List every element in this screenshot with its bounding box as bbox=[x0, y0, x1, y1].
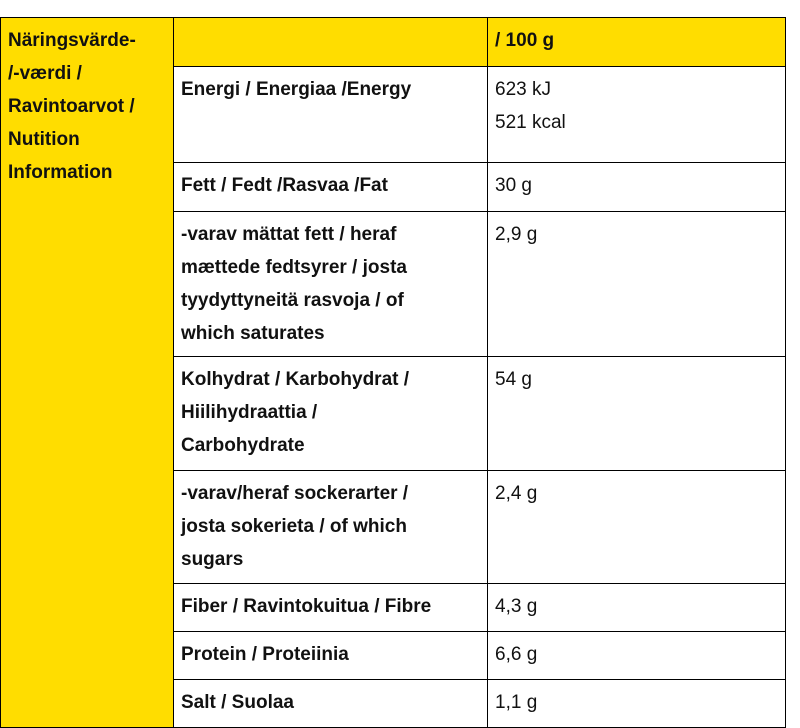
header-unit-cell: / 100 g bbox=[487, 17, 786, 67]
nutrient-name-line: Hiilihydraattia / bbox=[181, 402, 318, 423]
header-blank-cell bbox=[173, 17, 488, 67]
table-row: Protein / Proteiinia 6,6 g bbox=[1, 631, 786, 680]
nutrient-name-line: Kolhydrat / Karbohydrat / bbox=[181, 369, 410, 390]
table-row: -varav/heraf sockerarter / josta sokerie… bbox=[1, 470, 786, 584]
nutrient-name-line: Carbohydrate bbox=[181, 435, 305, 456]
table-row: Fiber / Ravintokuitua / Fibre 4,3 g bbox=[1, 583, 786, 632]
per-100g-label: / 100 g bbox=[495, 30, 555, 51]
nutrient-name-line: -varav mättat fett / heraf bbox=[181, 224, 397, 245]
nutrient-value-cell: 1,1 g bbox=[487, 679, 786, 728]
nutrient-name-line: tyydyttyneitä rasvoja / of bbox=[181, 290, 404, 311]
nutrient-name-cell: Energi / Energiaa /Energy bbox=[173, 66, 488, 163]
nutrient-value-cell: 2,4 g bbox=[487, 470, 786, 584]
table-row: Kolhydrat / Karbohydrat / Hiilihydraatti… bbox=[1, 356, 786, 471]
nutrient-value-cell: 54 g bbox=[487, 356, 786, 471]
nutrient-name-line: sugars bbox=[181, 549, 244, 570]
nutrient-name-line: Fett / Fedt /Rasvaa /Fat bbox=[181, 175, 388, 196]
nutrient-name-cell: Fiber / Ravintokuitua / Fibre bbox=[173, 583, 488, 632]
nutrient-name-cell: Kolhydrat / Karbohydrat / Hiilihydraatti… bbox=[173, 356, 488, 471]
table-row: Fett / Fedt /Rasvaa /Fat 30 g bbox=[1, 162, 786, 212]
nutrient-name-line: Salt / Suolaa bbox=[181, 692, 294, 713]
side-label-line: /-værdi / bbox=[8, 63, 82, 84]
side-label-line: Näringsvärde- bbox=[8, 30, 136, 51]
nutrient-name-cell: -varav/heraf sockerarter / josta sokerie… bbox=[173, 470, 488, 584]
nutrient-value-line: 6,6 g bbox=[495, 644, 538, 665]
side-label-line: Information bbox=[8, 162, 113, 183]
table-row: Energi / Energiaa /Energy 623 kJ 521 kca… bbox=[1, 66, 786, 163]
nutrient-value-line: 54 g bbox=[495, 369, 532, 390]
nutrient-name-line: Fiber / Ravintokuitua / Fibre bbox=[181, 596, 432, 617]
nutrient-name-line: mættede fedtsyrer / josta bbox=[181, 257, 407, 278]
side-label-line: Nutition bbox=[8, 129, 80, 150]
side-label-line: Ravintoarvot / bbox=[8, 96, 135, 117]
nutrient-value-line: 521 kcal bbox=[495, 112, 566, 133]
nutrient-value-line: 2,9 g bbox=[495, 224, 538, 245]
table-row: -varav mättat fett / heraf mættede fedts… bbox=[1, 211, 786, 357]
nutrient-name-line: -varav/heraf sockerarter / bbox=[181, 483, 409, 504]
nutrient-name-cell: Fett / Fedt /Rasvaa /Fat bbox=[173, 162, 488, 212]
nutrient-value-line: 2,4 g bbox=[495, 483, 538, 504]
nutrient-value-cell: 4,3 g bbox=[487, 583, 786, 632]
nutrient-value-line: 4,3 g bbox=[495, 596, 538, 617]
nutrition-table: Näringsvärde- /-værdi / Ravintoarvot / N… bbox=[0, 17, 786, 728]
nutrient-name-cell: -varav mättat fett / heraf mættede fedts… bbox=[173, 211, 488, 357]
nutrient-value-cell: 6,6 g bbox=[487, 631, 786, 680]
table-header-row: Näringsvärde- /-værdi / Ravintoarvot / N… bbox=[0, 17, 786, 728]
nutrient-value-line: 30 g bbox=[495, 175, 532, 196]
nutrient-value-cell: 2,9 g bbox=[487, 211, 786, 357]
nutrient-name-line: Energi / Energiaa /Energy bbox=[181, 79, 412, 100]
nutrient-value-cell: 623 kJ 521 kcal bbox=[487, 66, 786, 163]
nutrient-name-cell: Protein / Proteiinia bbox=[173, 631, 488, 680]
nutrient-name-cell: Salt / Suolaa bbox=[173, 679, 488, 728]
nutrition-information-label: Näringsvärde- /-værdi / Ravintoarvot / N… bbox=[0, 17, 174, 728]
nutrient-value-line: 623 kJ bbox=[495, 79, 551, 100]
nutrient-name-line: Protein / Proteiinia bbox=[181, 644, 349, 665]
nutrient-name-line: which saturates bbox=[181, 323, 325, 344]
nutrient-name-line: josta sokerieta / of which bbox=[181, 516, 407, 537]
nutrient-value-cell: 30 g bbox=[487, 162, 786, 212]
nutrient-value-line: 1,1 g bbox=[495, 692, 538, 713]
